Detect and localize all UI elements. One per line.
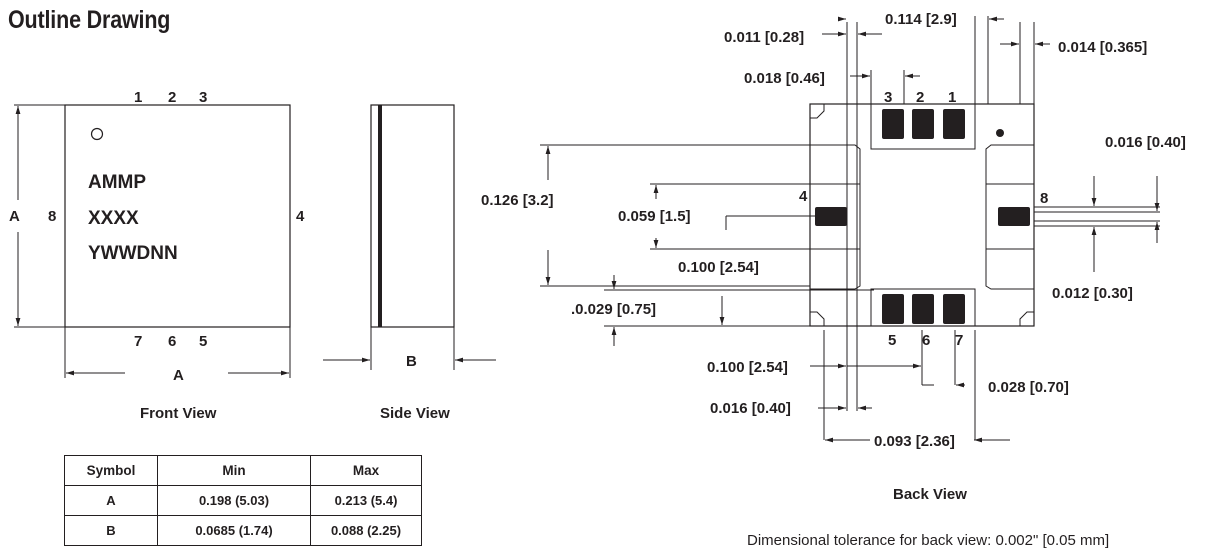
tolerance-note: Dimensional tolerance for back view: 0.0… bbox=[747, 532, 1109, 549]
pin1-dot-marker bbox=[996, 129, 1004, 137]
front-view-caption: Front View bbox=[140, 405, 217, 422]
back-view-labels: 3 2 1 4 8 5 6 7 0.114 [2.9] 0.011 [0.28]… bbox=[481, 11, 1186, 549]
dim-0028: 0.028 [0.70] bbox=[988, 379, 1069, 396]
dim-a-vertical-label: A bbox=[9, 208, 20, 225]
cell-symbol: B bbox=[64, 515, 158, 546]
dim-0016-right: 0.016 [0.40] bbox=[1105, 134, 1186, 151]
side-view-labels: B Side View bbox=[380, 353, 450, 422]
pad-2 bbox=[912, 109, 934, 139]
front-pin-2: 2 bbox=[168, 89, 176, 106]
right-pad-region bbox=[985, 183, 1034, 250]
top-pad-region bbox=[870, 104, 976, 150]
header-min: Min bbox=[157, 455, 311, 486]
page-title: Outline Drawing bbox=[8, 6, 171, 34]
pad-5 bbox=[882, 294, 904, 324]
side-substrate-band bbox=[378, 105, 382, 327]
cell-max: 0.088 (2.25) bbox=[310, 515, 422, 546]
dim-0100-bottom: 0.100 [2.54] bbox=[707, 359, 788, 376]
dim-a-horizontal-label: A bbox=[173, 367, 184, 384]
back-pin-7: 7 bbox=[955, 332, 963, 349]
front-pin-5: 5 bbox=[199, 333, 207, 350]
front-body-outline bbox=[64, 104, 291, 328]
left-pad-region bbox=[810, 183, 861, 250]
front-pin-6: 6 bbox=[168, 333, 176, 350]
marking-line-2: XXXX bbox=[88, 208, 139, 229]
dim-0059: 0.059 [1.5] bbox=[618, 208, 691, 225]
back-pin-5: 5 bbox=[888, 332, 896, 349]
bottom-pad-region bbox=[870, 288, 976, 326]
table-header-row: Symbol Min Max bbox=[64, 455, 422, 486]
dim-0126: 0.126 [3.2] bbox=[481, 192, 554, 209]
side-body-outline bbox=[370, 104, 455, 328]
back-pin-1: 1 bbox=[948, 89, 956, 106]
front-pin-1: 1 bbox=[134, 89, 142, 106]
back-pin-8: 8 bbox=[1040, 190, 1048, 207]
header-max: Max bbox=[310, 455, 422, 486]
pad-1 bbox=[943, 109, 965, 139]
dim-0014: 0.014 [0.365] bbox=[1058, 39, 1147, 56]
front-view-labels: 1 2 3 7 6 5 8 4 AMMP XXXX YWWDNN A A Fro… bbox=[9, 89, 305, 422]
back-pin-6: 6 bbox=[922, 332, 930, 349]
back-pin-2: 2 bbox=[916, 89, 924, 106]
header-symbol: Symbol bbox=[64, 455, 158, 486]
front-pin-8: 8 bbox=[48, 208, 56, 225]
dim-b-label: B bbox=[406, 353, 417, 370]
dim-0114: 0.114 [2.9] bbox=[885, 11, 957, 28]
dim-0100-mid: 0.100 [2.54] bbox=[678, 259, 759, 276]
front-pin-4: 4 bbox=[296, 208, 305, 225]
table-row: B 0.0685 (1.74) 0.088 (2.25) bbox=[64, 515, 422, 546]
dimension-table: Symbol Min Max A 0.198 (5.03) 0.213 (5.4… bbox=[64, 455, 422, 546]
dim-0012: 0.012 [0.30] bbox=[1052, 285, 1133, 302]
back-pin-4: 4 bbox=[799, 188, 808, 205]
pad-8 bbox=[998, 207, 1030, 226]
pad-3 bbox=[882, 109, 904, 139]
back-view-caption: Back View bbox=[893, 486, 967, 503]
back-view-dimension-lines bbox=[540, 16, 1160, 443]
marking-line-3: YWWDNN bbox=[88, 243, 178, 264]
back-pin-3: 3 bbox=[884, 89, 892, 106]
side-view bbox=[323, 104, 496, 370]
cell-symbol: A bbox=[64, 485, 158, 516]
pad-7 bbox=[943, 294, 965, 324]
back-view-pads bbox=[815, 109, 1030, 324]
table-row: A 0.198 (5.03) 0.213 (5.4) bbox=[64, 485, 422, 516]
cell-max: 0.213 (5.4) bbox=[310, 485, 422, 516]
side-view-caption: Side View bbox=[380, 405, 450, 422]
dim-0029: .0.029 [0.75] bbox=[571, 301, 656, 318]
cell-min: 0.0685 (1.74) bbox=[157, 515, 311, 546]
front-pin-7: 7 bbox=[134, 333, 142, 350]
pad-6 bbox=[912, 294, 934, 324]
dim-0016-bottom: 0.016 [0.40] bbox=[710, 400, 791, 417]
marking-line-1: AMMP bbox=[88, 172, 146, 193]
pin1-marker-circle bbox=[90, 127, 104, 141]
pad-4 bbox=[815, 207, 847, 226]
dim-0011: 0.011 [0.28] bbox=[724, 29, 804, 46]
back-body-outline bbox=[809, 103, 1035, 327]
cell-min: 0.198 (5.03) bbox=[157, 485, 311, 516]
dim-0018: 0.018 [0.46] bbox=[744, 70, 825, 87]
front-pin-3: 3 bbox=[199, 89, 207, 106]
front-view bbox=[14, 104, 291, 378]
dim-0093: 0.093 [2.36] bbox=[874, 433, 955, 450]
